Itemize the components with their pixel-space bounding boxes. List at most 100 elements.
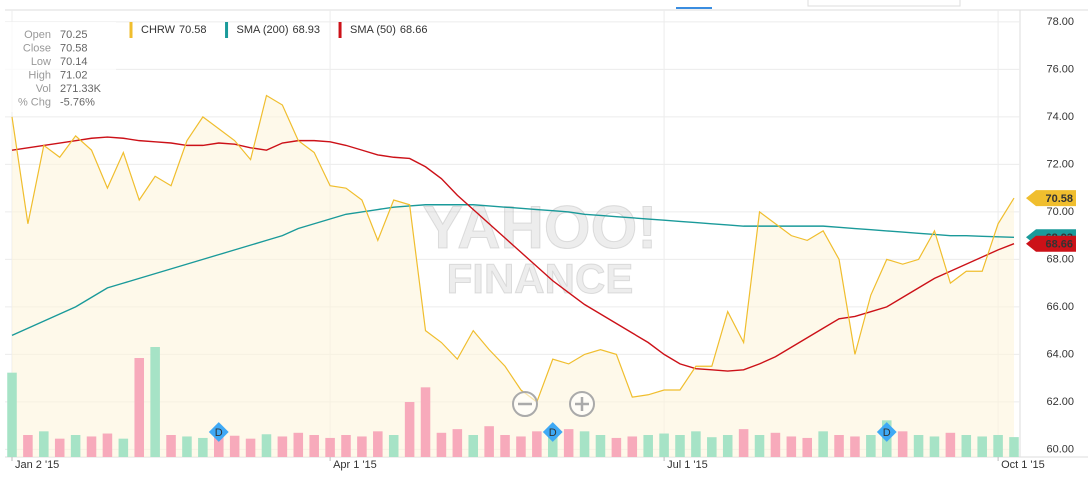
info-label: Open <box>24 29 51 41</box>
info-label: % Chg <box>18 96 51 108</box>
volume-bar <box>977 436 987 457</box>
x-tick-label: Jul 1 '15 <box>667 459 708 471</box>
dividend-marker <box>208 422 229 442</box>
value-tag-label: 70.58 <box>1045 193 1073 205</box>
watermark: YAHOO! FINANCE <box>422 193 658 302</box>
info-value: 71.02 <box>60 69 88 81</box>
info-layer: Open 70.25 Close 70.58 Low 70.14 High 71.02 Vol 2… <box>18 29 102 109</box>
y-tick-label: 62.00 <box>1046 396 1074 408</box>
value-tag <box>1026 235 1076 252</box>
y-tick-label: 78.00 <box>1046 16 1074 28</box>
x-tick-label: Apr 1 '15 <box>333 459 377 471</box>
line-layer <box>11 94 1015 403</box>
zoom-out-button[interactable] <box>512 391 538 417</box>
info-value: 70.14 <box>60 56 88 68</box>
volume-bar <box>373 431 383 457</box>
volume-bar <box>293 432 304 457</box>
volume-bar <box>627 436 638 457</box>
legend-label: SMA (200) 68.93 <box>237 24 321 36</box>
volume-bar <box>802 437 813 457</box>
volume-bar <box>277 436 288 457</box>
volume-bar <box>325 437 335 457</box>
volume-bar <box>86 436 97 457</box>
volume-bar <box>118 438 129 457</box>
tab-box <box>807 0 961 7</box>
y-tick-label: 74.00 <box>1046 111 1074 123</box>
volume-bar <box>213 433 224 457</box>
info-label: Low <box>31 56 51 68</box>
volume-bar <box>309 435 319 457</box>
volume-bar <box>595 435 606 457</box>
volume-bar <box>1009 437 1019 457</box>
volume-bar <box>913 435 924 457</box>
y-tick-label: 66.00 <box>1046 301 1074 313</box>
volume-bar <box>7 372 17 457</box>
series-line <box>11 136 1015 372</box>
volume-bar <box>945 432 956 457</box>
volume-bar <box>961 435 972 457</box>
volume-bar <box>993 435 1003 457</box>
y-tick-label: 64.00 <box>1046 348 1074 360</box>
y-tick-label: 72.00 <box>1046 158 1074 170</box>
volume-bar <box>261 434 272 457</box>
volume-bar <box>579 431 590 457</box>
info-value: 70.58 <box>60 42 88 54</box>
volume-bar <box>850 436 860 457</box>
volume-bar <box>484 426 494 457</box>
area-layer <box>12 95 1014 457</box>
legend-value: 68.93 <box>293 24 321 36</box>
volume-bar <box>150 347 160 457</box>
volume-bar <box>102 433 113 457</box>
volume-bar <box>643 435 653 457</box>
volume-bar <box>707 437 717 457</box>
volume-bar <box>659 433 669 457</box>
y-tick-label: 76.00 <box>1046 63 1074 75</box>
volume-bar <box>547 427 558 457</box>
legend: CHRW 70.58 SMA (200) 68.93 SMA (50) 68.66 <box>129 22 428 38</box>
volume-bar <box>245 438 256 457</box>
watermark-text: YAHOO! <box>423 194 658 261</box>
volume-bar <box>516 436 526 457</box>
volume-bar <box>404 402 415 457</box>
dividend-label: D <box>215 427 223 439</box>
y-tick-label: 68.00 <box>1046 253 1074 265</box>
volume-bar <box>675 435 685 457</box>
legend-name: SMA (200) <box>237 24 289 36</box>
volume-bar <box>468 435 479 457</box>
series-line <box>11 204 1015 337</box>
zoom-in-button[interactable] <box>569 391 595 417</box>
x-tick-label: Jan 2 '15 <box>15 459 59 471</box>
volume-bar <box>357 436 367 457</box>
legend-value: 68.66 <box>400 24 428 36</box>
volume-bar <box>452 429 463 457</box>
volume-bar <box>70 435 81 457</box>
volume-bar <box>532 431 542 457</box>
y-tick-label: 70.00 <box>1046 206 1074 218</box>
volume-bar <box>722 435 733 457</box>
legend-label: CHRW 70.58 <box>141 24 207 36</box>
value-tag <box>1026 190 1076 207</box>
volume-bar <box>738 429 749 457</box>
dividend-label: D <box>883 427 891 439</box>
volume-bar <box>166 435 176 457</box>
legend-name: SMA (50) <box>350 24 396 36</box>
volume-bar <box>834 435 844 457</box>
info-label: High <box>28 69 51 81</box>
volume-bar <box>611 437 622 457</box>
x-tick-label: Oct 1 '15 <box>1001 459 1045 471</box>
dividend-marker <box>542 422 563 442</box>
volume-bar <box>897 431 908 457</box>
price-area <box>12 95 1014 457</box>
volume-bar <box>23 435 33 457</box>
volume-bar <box>754 435 765 457</box>
series-line <box>11 94 1015 403</box>
volume-bar <box>500 435 510 457</box>
zoom-controls <box>512 391 595 417</box>
volume-bar <box>436 432 447 457</box>
info-box <box>0 22 116 112</box>
volume-bar <box>134 358 145 457</box>
dividend-label: D <box>549 427 557 439</box>
